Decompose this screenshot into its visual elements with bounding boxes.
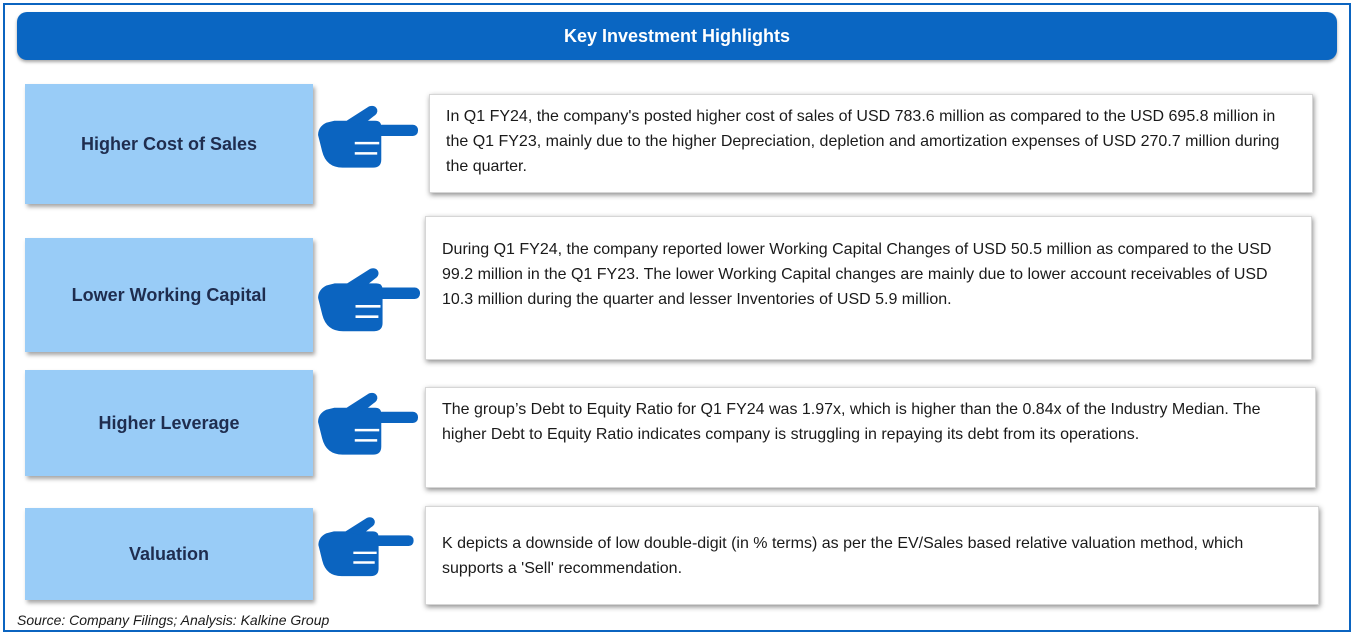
source-note: Source: Company Filings; Analysis: Kalki…	[17, 612, 330, 628]
pointing-hand-icon	[318, 268, 420, 332]
pointing-hand-icon	[318, 517, 414, 577]
highlight-text-valuation: K depicts a downside of low double-digit…	[425, 506, 1319, 605]
pointing-hand-icon	[318, 392, 418, 455]
highlight-label-valuation: Valuation	[25, 508, 313, 600]
highlight-text-cost-of-sales: In Q1 FY24, the company's posted higher …	[429, 94, 1313, 193]
pointing-hand-icon	[318, 105, 418, 168]
highlight-label-leverage: Higher Leverage	[25, 370, 313, 476]
highlight-label-working-capital: Lower Working Capital	[25, 238, 313, 352]
highlight-text-leverage: The group’s Debt to Equity Ratio for Q1 …	[425, 387, 1316, 488]
highlight-label-cost-of-sales: Higher Cost of Sales	[25, 84, 313, 204]
page-title: Key Investment Highlights	[17, 12, 1337, 60]
highlight-text-working-capital: During Q1 FY24, the company reported low…	[425, 216, 1312, 360]
